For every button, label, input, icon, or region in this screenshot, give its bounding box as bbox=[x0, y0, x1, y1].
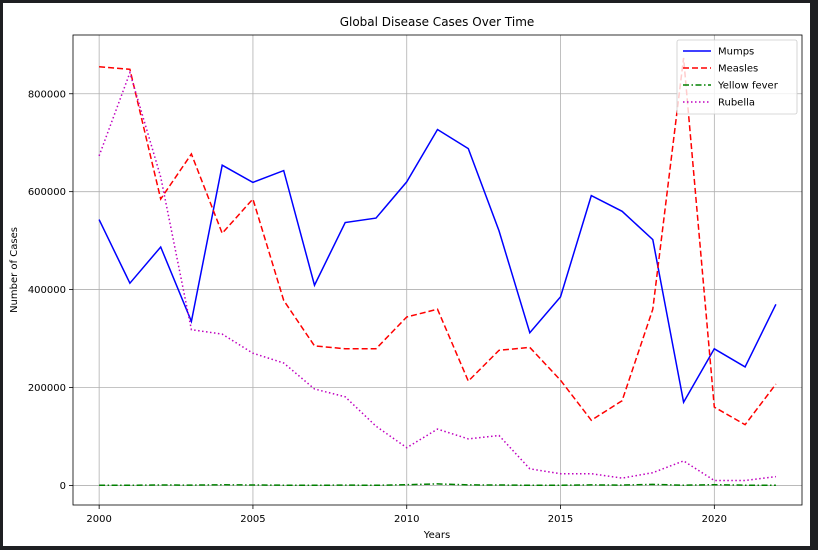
series-line-measles bbox=[99, 57, 777, 426]
x-tick-label: 2000 bbox=[86, 514, 111, 525]
chart-title: Global Disease Cases Over Time bbox=[340, 15, 535, 29]
legend-box bbox=[676, 39, 798, 115]
x-axis-ticks: 2000 2005 2010 2015 2020 bbox=[86, 505, 727, 525]
y-tick-label: 800000 bbox=[28, 89, 66, 100]
y-tick-label: 400000 bbox=[28, 285, 66, 296]
x-axis-label: Years bbox=[423, 530, 450, 541]
y-tick-label: 0 bbox=[60, 481, 66, 492]
y-axis-ticks: 0 200000 400000 600000 800000 bbox=[28, 89, 73, 492]
plot-area-frame bbox=[72, 34, 803, 506]
legend-label: Rubella bbox=[718, 98, 755, 109]
legend-label: Yellow fever bbox=[717, 81, 779, 92]
legend-label: Measles bbox=[718, 64, 758, 75]
x-tick-label: 2015 bbox=[548, 514, 573, 525]
y-axis-label: Number of Cases bbox=[9, 227, 20, 313]
series-lines bbox=[98, 57, 777, 487]
series-line-yellow-fever bbox=[99, 483, 776, 487]
chart-figure: Global Disease Cases Over Time 2000 2005 2… bbox=[3, 3, 810, 546]
x-tick-label: 2010 bbox=[394, 514, 419, 525]
series-line-mumps bbox=[98, 128, 777, 405]
y-tick-label: 600000 bbox=[28, 187, 66, 198]
y-tick-label: 200000 bbox=[28, 383, 66, 394]
legend-label: Mumps bbox=[718, 47, 754, 58]
series-line-rubella bbox=[98, 70, 776, 482]
x-tick-label: 2020 bbox=[702, 514, 727, 525]
legend: Mumps Measles Yellow fever Rubella bbox=[676, 39, 798, 115]
x-tick-label: 2005 bbox=[240, 514, 265, 525]
line-chart: Global Disease Cases Over Time 2000 2005 2… bbox=[9, 15, 803, 541]
